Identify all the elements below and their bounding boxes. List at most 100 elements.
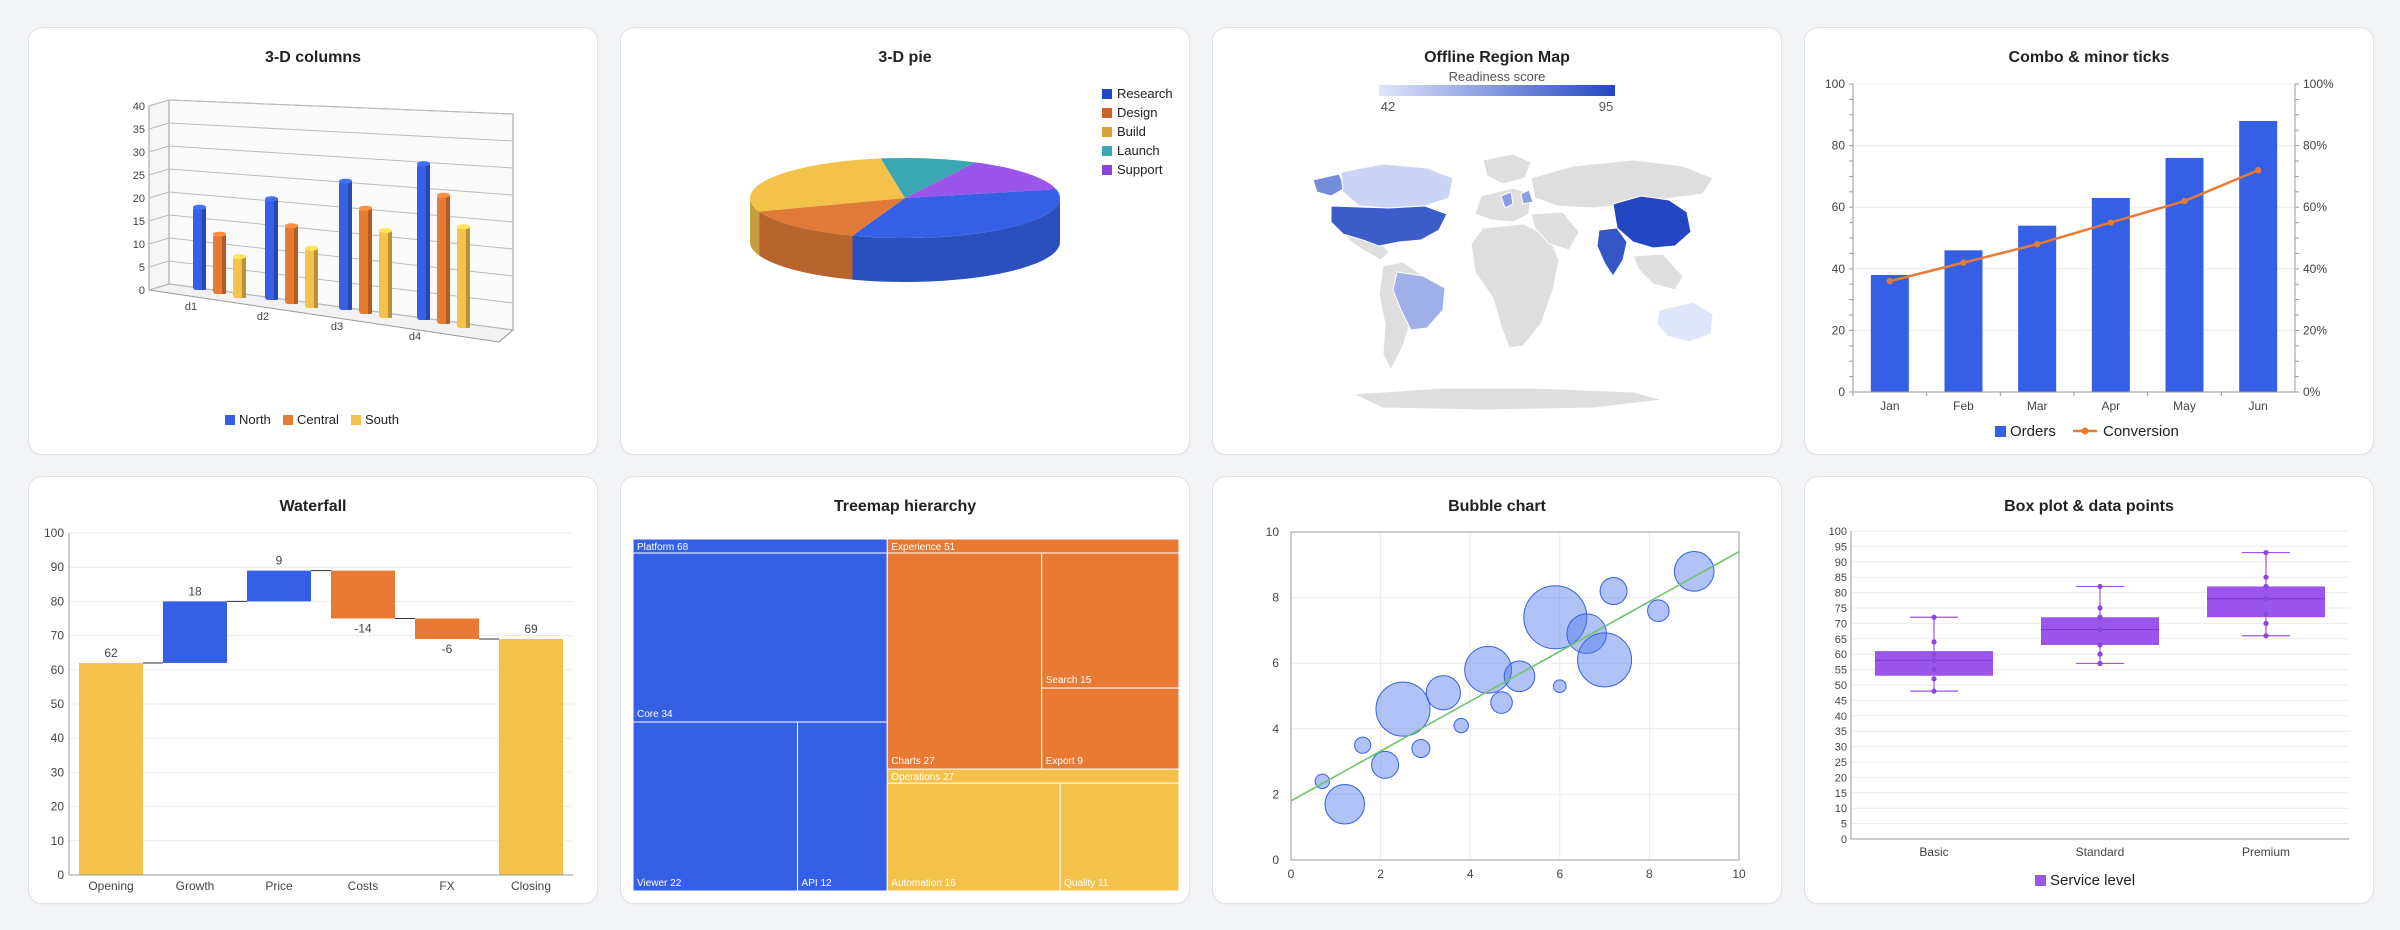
treemap-cell-label: Export 9 bbox=[1046, 756, 1084, 767]
gridline bbox=[168, 122, 514, 142]
data-point bbox=[2263, 620, 2269, 626]
data-point bbox=[2097, 651, 2103, 657]
bar-top bbox=[417, 161, 430, 167]
pie-side-design bbox=[759, 211, 853, 280]
legend-swatch-orders bbox=[1995, 426, 2006, 437]
x-tick-label: d3 bbox=[331, 321, 343, 333]
y-tick-label: 5 bbox=[139, 262, 145, 274]
x-tick-label: Mar bbox=[2027, 399, 2048, 413]
y-tick-label: 20 bbox=[133, 193, 145, 205]
data-point bbox=[2097, 660, 2103, 667]
y-tick-label: 75 bbox=[1835, 603, 1847, 615]
treemap-cell-label: Search 15 bbox=[1046, 675, 1092, 686]
bubble bbox=[1425, 675, 1461, 711]
conversion-point-may bbox=[2181, 197, 2188, 205]
chart-title: Box plot & data points bbox=[2004, 498, 2174, 515]
treemap-cell-quality bbox=[1059, 782, 1180, 892]
x-tick-label: d1 bbox=[185, 301, 197, 313]
y-tick-label: 40 bbox=[1832, 262, 1846, 276]
treemap-cell-label: Viewer 22 bbox=[637, 878, 682, 889]
grid bbox=[69, 532, 573, 876]
bubble bbox=[1324, 783, 1366, 825]
chart-title: Waterfall bbox=[280, 498, 347, 515]
y-tick-label: 6 bbox=[1272, 656, 1279, 670]
legend: Orders Conversion bbox=[1995, 423, 2179, 440]
chart-title: Offline Region Map bbox=[1424, 49, 1570, 66]
region-greenland bbox=[1482, 153, 1532, 185]
x-tick-label: Apr bbox=[2101, 399, 2120, 413]
treemap-group-label: Operations 27 bbox=[891, 772, 954, 783]
gridline bbox=[168, 145, 514, 169]
x-tick-label: Closing bbox=[511, 879, 551, 893]
colorbar-min: 42 bbox=[1381, 99, 1395, 114]
region-antarctica bbox=[1352, 387, 1664, 411]
treemap-cell-charts bbox=[886, 552, 1043, 770]
conversion-line bbox=[1886, 167, 2262, 285]
bubble bbox=[1566, 613, 1607, 654]
y-tick-label: 0 bbox=[1272, 853, 1279, 867]
bar-side-shade bbox=[274, 198, 278, 300]
y-tick-label: 0 bbox=[1838, 385, 1845, 399]
y-tick-label: 10 bbox=[1835, 803, 1847, 815]
chart-title: 3-D pie bbox=[878, 49, 931, 66]
gridline-side bbox=[148, 122, 170, 130]
legend-swatch-service-level bbox=[2035, 875, 2046, 886]
x-tick-label: 2 bbox=[1377, 867, 1384, 881]
legend: Research Design Build Launch Support bbox=[1102, 86, 1173, 177]
treemap-group-label: Experience 51 bbox=[891, 542, 955, 553]
treemap-cell-export bbox=[1041, 687, 1180, 770]
x-tick-label: Standard bbox=[2076, 845, 2125, 859]
conversion-point-jun bbox=[2254, 167, 2262, 174]
gridline-side bbox=[148, 214, 170, 222]
treemap-cell-label: Core 34 bbox=[637, 709, 673, 720]
value-label: -6 bbox=[442, 642, 453, 656]
x-tick-label: d4 bbox=[409, 331, 421, 343]
gridline-side bbox=[148, 237, 170, 245]
y2-tick-label: 0% bbox=[2303, 385, 2321, 399]
chart-boxplot: Box plot & data points 0 5 10 15 20 25 30 35 40 4… bbox=[1829, 498, 2349, 889]
y-tick-label: 10 bbox=[51, 834, 65, 848]
x-tick-label: Price bbox=[265, 879, 293, 893]
bar-opening bbox=[79, 662, 143, 875]
bubble bbox=[1354, 736, 1372, 754]
x-tick-label: Opening bbox=[88, 879, 133, 893]
legend-marker-conversion bbox=[2081, 427, 2089, 435]
y-tick-label: 80 bbox=[51, 594, 65, 608]
region-china bbox=[1612, 195, 1692, 249]
bar-orders-apr bbox=[2091, 197, 2130, 392]
x-tick-label: Costs bbox=[348, 879, 379, 893]
data-point bbox=[1931, 676, 1937, 682]
y-tick-label: 4 bbox=[1272, 722, 1279, 736]
card-3d-pie: 3-D pie Research Design Build Launch Sup… bbox=[620, 27, 1190, 455]
value-label: 9 bbox=[276, 554, 283, 568]
legend-swatch-design bbox=[1102, 108, 1112, 118]
legend-swatch-build bbox=[1102, 127, 1112, 137]
bar-top bbox=[265, 196, 278, 202]
y2-tick-label: 100% bbox=[2303, 77, 2334, 91]
legend-label: Conversion bbox=[2103, 423, 2179, 440]
gridline bbox=[168, 99, 514, 115]
pie-side-build bbox=[750, 198, 760, 256]
y-tick-label: 80 bbox=[1835, 588, 1847, 600]
chart-region-map: Offline Region Map Readiness score 42 95 bbox=[1312, 49, 1714, 411]
y-tick-label: 100 bbox=[1825, 77, 1845, 91]
y-tick-label: 90 bbox=[1835, 557, 1847, 569]
chart-title: Treemap hierarchy bbox=[834, 498, 976, 515]
data-point bbox=[2097, 642, 2103, 648]
gridline-side bbox=[148, 99, 170, 107]
legend-swatch-launch bbox=[1102, 146, 1112, 156]
x-tick-label: Basic bbox=[1919, 845, 1948, 859]
data-point bbox=[2097, 626, 2103, 633]
bar-top bbox=[213, 231, 226, 237]
treemap-cell-api bbox=[797, 721, 888, 892]
legend-label: North bbox=[239, 412, 271, 427]
y2-tick-label: 20% bbox=[2303, 323, 2327, 337]
y-tick-label: 55 bbox=[1835, 665, 1847, 677]
axes: 0 20 40 60 80 100 0% 20% 40% 60% 80% 100% Jan Feb Mar A… bbox=[1825, 77, 2334, 413]
y-tick-label: 30 bbox=[1835, 742, 1847, 754]
value-label: 18 bbox=[188, 584, 202, 598]
bar-costs bbox=[331, 570, 395, 619]
x-tick-label: Growth bbox=[176, 879, 215, 893]
gridline-side bbox=[148, 145, 170, 153]
x-tick-label: 8 bbox=[1646, 867, 1653, 881]
